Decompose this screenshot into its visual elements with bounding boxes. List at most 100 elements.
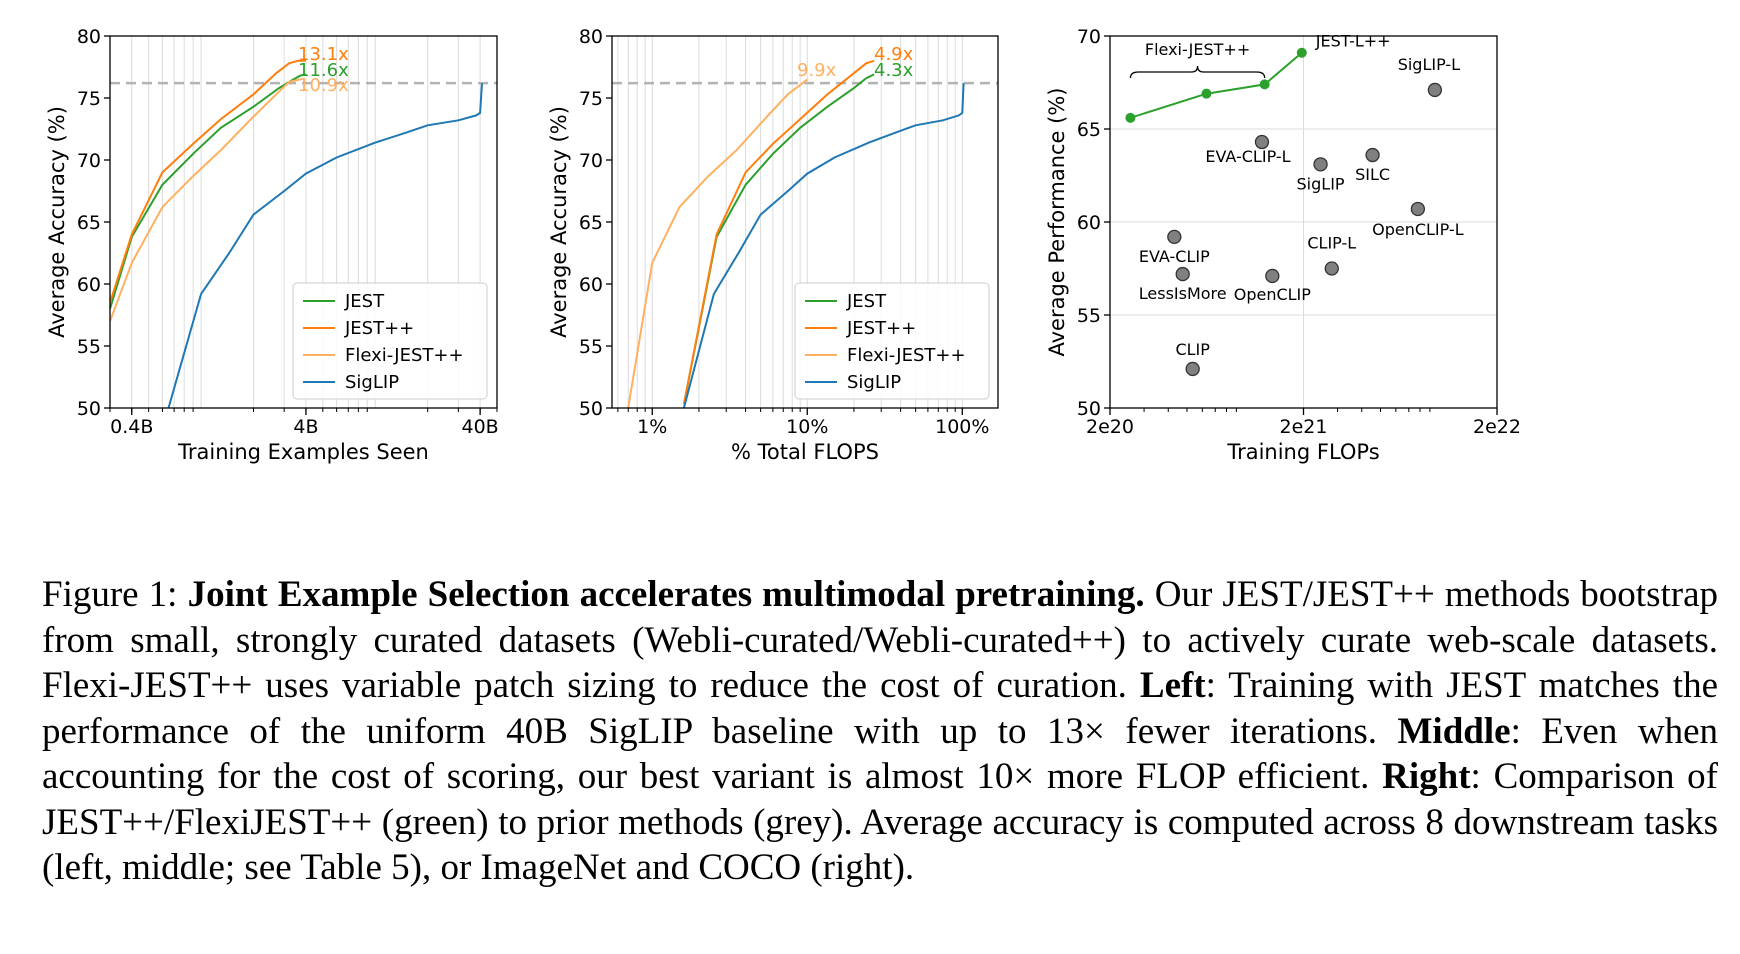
y-axis-label: Average Accuracy (%) (45, 106, 69, 338)
y-axis-label: Average Performance (%) (1045, 87, 1069, 356)
legend-label: Flexi-JEST++ (345, 345, 464, 366)
y-tick-label: 55 (77, 336, 101, 358)
y-tick-label: 80 (77, 26, 101, 48)
point-label: JEST-L++ (1315, 32, 1391, 51)
series-line-flexi-jest- (110, 78, 301, 322)
scatter-point (1201, 88, 1212, 99)
y-tick-label: 50 (579, 398, 603, 420)
series-line-siglip (167, 83, 483, 408)
y-tick-label: 60 (77, 274, 101, 296)
caption-middle-label: Middle (1397, 710, 1511, 752)
point-label: OpenCLIP-L (1372, 220, 1464, 239)
point-label: OpenCLIP (1234, 285, 1312, 304)
point-label: CLIP (1175, 340, 1210, 359)
scatter-point (1313, 157, 1328, 172)
scatter-point (1185, 361, 1200, 377)
point-label: EVA-CLIP-L (1205, 147, 1290, 166)
legend-label: JEST++ (846, 318, 916, 339)
y-tick-label: 50 (77, 398, 101, 420)
ratio-annotation: 4.9x (874, 44, 914, 65)
series-line-jest- (682, 59, 875, 405)
y-tick-label: 75 (579, 88, 603, 110)
scatter-point (1324, 261, 1339, 276)
legend-label: SigLIP (847, 372, 901, 393)
ratio-annotation: 10.9x (298, 75, 349, 96)
series-line-jest (110, 73, 307, 310)
point-label: CLIP-L (1307, 234, 1356, 253)
ratio-annotation: 4.3x (874, 60, 914, 81)
bracket-label: Flexi-JEST++ (1145, 40, 1250, 59)
flexi-jest-bracket (1129, 65, 1266, 79)
x-tick-label: 2e21 (1280, 416, 1328, 438)
caption-right-label: Right (1382, 756, 1471, 797)
x-axis-label: Training FLOPs (1226, 440, 1379, 464)
scatter-point (1265, 268, 1280, 284)
point-label: SigLIP (1297, 174, 1345, 193)
y-tick-label: 55 (579, 336, 603, 358)
scatter-point (1125, 112, 1136, 123)
y-tick-label: 65 (77, 212, 101, 234)
y-tick-label: 70 (77, 150, 101, 172)
x-axis-label: Training Examples Seen (177, 440, 429, 464)
series-line-jest- (110, 59, 306, 303)
chart-panel-2: 9.9x 4.9x4.3x JEST JEST++ Flexi-JEST++ SigLIP… (547, 26, 999, 464)
x-tick-label: 2e22 (1473, 416, 1521, 438)
caption-middle-text: : Even when accounting for the cost of s… (42, 710, 1718, 798)
ratio-annotation: 13.1x (298, 44, 349, 65)
point-label: SILC (1355, 165, 1390, 184)
scatter-point (1427, 82, 1443, 98)
legend-box (292, 282, 488, 400)
scatter-point (1167, 229, 1182, 245)
scatter-point (1254, 134, 1270, 150)
point-label: EVA-CLIP (1139, 247, 1210, 266)
legend-label: JEST (344, 291, 385, 312)
ratio-annotation: 11.6x (298, 60, 349, 81)
x-tick-label: 2e20 (1086, 416, 1134, 438)
legend-label: Flexi-JEST++ (847, 345, 966, 366)
y-axis-label: Average Accuracy (%) (547, 106, 571, 338)
y-tick-label: 80 (579, 26, 603, 48)
y-tick-label: 55 (1077, 305, 1101, 327)
x-tick-label: 0.4B (110, 416, 153, 438)
caption-right-text: : Comparison of JEST++/FlexiJEST++ (gree… (42, 756, 1719, 888)
y-tick-label: 70 (579, 150, 603, 172)
figure-panels: 13.1x 11.6x 10.9x JEST JEST++ Flexi-JEST++ Sig… (45, 26, 1521, 464)
y-tick-label: 65 (579, 212, 603, 234)
point-label: LessIsMore (1139, 284, 1227, 303)
x-tick-label: 1% (637, 416, 667, 438)
caption-intro: Our JEST/JEST++ methods bootstrap from s… (42, 574, 1719, 706)
series-line-siglip (682, 83, 965, 408)
y-tick-label: 65 (1077, 119, 1101, 141)
figure-caption: Figure 1: Joint Example Selection accele… (42, 572, 1718, 891)
legend-label: JEST (846, 291, 887, 312)
scatter-point (1259, 79, 1270, 90)
x-tick-label: 10% (786, 416, 828, 438)
caption-title: Joint Example Selection accelerates mult… (187, 574, 1145, 615)
y-tick-label: 70 (1077, 26, 1101, 48)
y-tick-label: 60 (1077, 212, 1101, 234)
y-tick-label: 60 (579, 274, 603, 296)
legend-box (794, 282, 990, 400)
ratio-annotation: 9.9x (797, 60, 837, 81)
caption-left-label: Left (1139, 665, 1206, 706)
legend-label: JEST++ (344, 318, 414, 339)
y-tick-label: 75 (77, 88, 101, 110)
x-tick-label: 4B (293, 416, 318, 438)
series-line-flexi-jest- (627, 78, 808, 408)
legend-label: SigLIP (345, 372, 399, 393)
series-line-jest (682, 73, 875, 405)
chart-panel-3: Flexi-JEST++ JEST-L++ EVA-CLIP-L SigLIP SILC… (1045, 26, 1521, 464)
scatter-point (1175, 266, 1190, 282)
x-axis-label: % Total FLOPS (731, 440, 879, 464)
scatter-point (1296, 47, 1307, 58)
point-label: SigLIP-L (1398, 55, 1460, 74)
jest-series-line (1130, 51, 1303, 119)
caption-left-text: : Training with JEST matches the perform… (42, 665, 1719, 752)
scatter-point (1410, 201, 1426, 217)
x-tick-label: 100% (935, 416, 989, 438)
caption-figure-label: Figure 1: (42, 574, 178, 615)
scatter-point (1365, 147, 1380, 163)
x-tick-label: 40B (462, 416, 499, 438)
